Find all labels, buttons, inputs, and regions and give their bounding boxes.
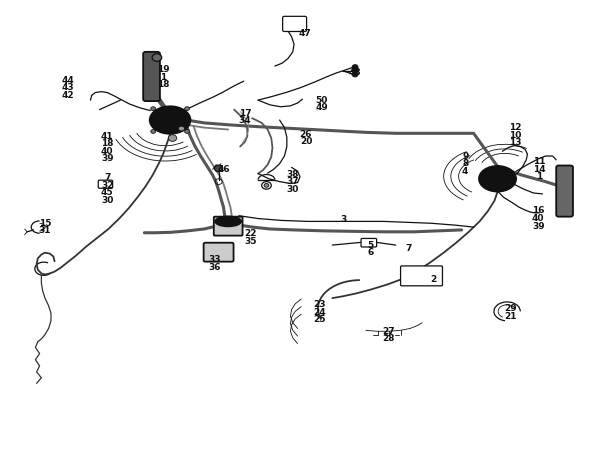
Text: 26: 26 <box>300 130 312 139</box>
Text: 36: 36 <box>209 263 221 272</box>
Text: 13: 13 <box>509 138 522 147</box>
Text: 20: 20 <box>300 137 312 146</box>
Text: 42: 42 <box>61 91 74 100</box>
Text: 40: 40 <box>101 147 113 156</box>
Text: 6: 6 <box>368 248 374 257</box>
Ellipse shape <box>491 174 504 183</box>
FancyBboxPatch shape <box>214 217 242 236</box>
FancyBboxPatch shape <box>283 16 307 31</box>
Ellipse shape <box>485 170 509 187</box>
Text: 45: 45 <box>101 189 113 198</box>
Text: 15: 15 <box>39 219 51 228</box>
FancyBboxPatch shape <box>401 266 442 286</box>
FancyBboxPatch shape <box>203 243 233 262</box>
Ellipse shape <box>150 106 190 134</box>
Text: 2: 2 <box>430 275 436 284</box>
Text: 38: 38 <box>287 170 299 179</box>
Text: 29: 29 <box>505 304 517 313</box>
Text: 44: 44 <box>61 76 74 85</box>
Text: 19: 19 <box>157 66 170 75</box>
Circle shape <box>152 54 162 61</box>
Text: 48: 48 <box>349 68 361 77</box>
Text: 1: 1 <box>160 73 167 82</box>
Circle shape <box>169 135 176 142</box>
Text: 1: 1 <box>536 172 542 181</box>
Text: 41: 41 <box>101 132 113 141</box>
Text: 14: 14 <box>533 165 546 174</box>
Text: 31: 31 <box>39 227 51 236</box>
Text: 22: 22 <box>245 229 257 238</box>
Text: 24: 24 <box>313 308 326 317</box>
Text: 18: 18 <box>101 139 113 148</box>
Ellipse shape <box>215 216 241 227</box>
Circle shape <box>185 107 190 111</box>
Circle shape <box>352 68 358 73</box>
FancyBboxPatch shape <box>98 180 113 188</box>
Text: 40: 40 <box>532 214 544 223</box>
Circle shape <box>151 130 155 133</box>
Text: 12: 12 <box>509 123 522 132</box>
Text: 27: 27 <box>382 327 395 336</box>
Text: 3: 3 <box>340 215 346 224</box>
Text: 17: 17 <box>239 109 251 118</box>
Circle shape <box>151 107 155 111</box>
Circle shape <box>178 126 184 131</box>
Text: 34: 34 <box>239 116 251 125</box>
Text: 47: 47 <box>298 29 311 38</box>
Text: 28: 28 <box>382 334 395 343</box>
Text: 10: 10 <box>509 131 521 140</box>
Circle shape <box>352 65 358 69</box>
Text: 7: 7 <box>406 244 412 253</box>
Text: 21: 21 <box>505 312 517 321</box>
Circle shape <box>264 183 269 187</box>
Text: 49: 49 <box>315 103 328 112</box>
Text: 30: 30 <box>287 185 299 194</box>
Text: 16: 16 <box>532 207 544 216</box>
Text: 46: 46 <box>217 165 230 174</box>
Text: 18: 18 <box>157 80 170 89</box>
Text: 5: 5 <box>368 240 374 249</box>
FancyBboxPatch shape <box>143 52 160 101</box>
Circle shape <box>352 72 358 77</box>
Text: 7: 7 <box>104 173 110 182</box>
Text: 23: 23 <box>314 300 326 309</box>
Circle shape <box>185 130 190 133</box>
Text: 50: 50 <box>316 95 328 104</box>
Text: 39: 39 <box>101 154 113 163</box>
Circle shape <box>214 165 223 171</box>
Text: 11: 11 <box>533 157 545 166</box>
Text: 25: 25 <box>314 315 326 324</box>
Text: 4: 4 <box>462 167 469 176</box>
FancyBboxPatch shape <box>556 165 573 217</box>
Text: 30: 30 <box>101 196 113 205</box>
Text: 39: 39 <box>532 222 545 231</box>
Text: 33: 33 <box>209 255 221 264</box>
Text: 8: 8 <box>462 159 469 168</box>
Text: 37: 37 <box>287 177 299 186</box>
Ellipse shape <box>157 111 183 129</box>
FancyBboxPatch shape <box>361 238 377 247</box>
Text: 35: 35 <box>245 237 257 246</box>
Ellipse shape <box>479 166 516 191</box>
Ellipse shape <box>163 115 177 125</box>
Text: 43: 43 <box>61 83 74 92</box>
Text: 32: 32 <box>101 181 113 190</box>
Text: 9: 9 <box>462 152 469 161</box>
